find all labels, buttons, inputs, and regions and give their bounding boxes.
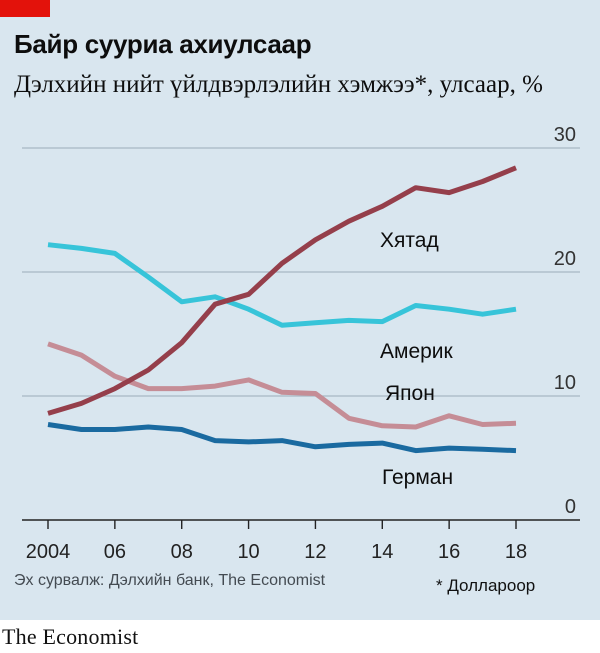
x-axis: 2004 06 08 10 12 14 16 18 bbox=[26, 520, 527, 563]
y-axis-ticks: 0 10 20 30 bbox=[554, 124, 576, 518]
x-tick-label: 06 bbox=[104, 541, 126, 563]
source-note: Эх сурвалж: Дэлхийн банк, The Economist bbox=[14, 572, 326, 589]
y-tick-label: 30 bbox=[554, 124, 576, 146]
series-line-china bbox=[47, 165, 517, 416]
x-tick-label: 14 bbox=[371, 541, 393, 563]
x-tick-label: 16 bbox=[438, 541, 460, 563]
y-tick-label: 20 bbox=[554, 248, 576, 270]
series-lines bbox=[47, 165, 517, 454]
footnote: * Доллароор bbox=[436, 576, 536, 595]
x-tick-label: 18 bbox=[505, 541, 527, 563]
economist-red-tag bbox=[0, 0, 50, 17]
x-tick-label: 08 bbox=[171, 541, 193, 563]
chart-subtitle: Дэлхийн нийт үйлдвэрлэлийн хэмжээ*, улса… bbox=[14, 71, 543, 98]
y-tick-label: 0 bbox=[565, 496, 576, 518]
series-label-germany: Герман bbox=[382, 466, 453, 489]
line-chart: 0 10 20 30 2004 06 08 10 12 14 16 18 Хятад Америк Яп… bbox=[22, 124, 580, 563]
series-label-china: Хятад bbox=[380, 229, 439, 252]
x-tick-label: 2004 bbox=[26, 541, 71, 563]
x-tick-label: 12 bbox=[304, 541, 326, 563]
series-line-america bbox=[47, 242, 517, 328]
chart-title: Байр сууриа ахиулсаар bbox=[14, 29, 312, 59]
series-line-germany bbox=[47, 422, 517, 454]
series-labels: Хятад Америк Япон Герман bbox=[380, 229, 454, 489]
publisher-logo: The Economist bbox=[2, 624, 139, 649]
x-tick-label: 10 bbox=[237, 541, 259, 563]
series-label-japan: Япон bbox=[385, 382, 435, 405]
series-label-america: Америк bbox=[380, 340, 454, 363]
gridlines bbox=[22, 147, 580, 521]
y-tick-label: 10 bbox=[554, 372, 576, 394]
